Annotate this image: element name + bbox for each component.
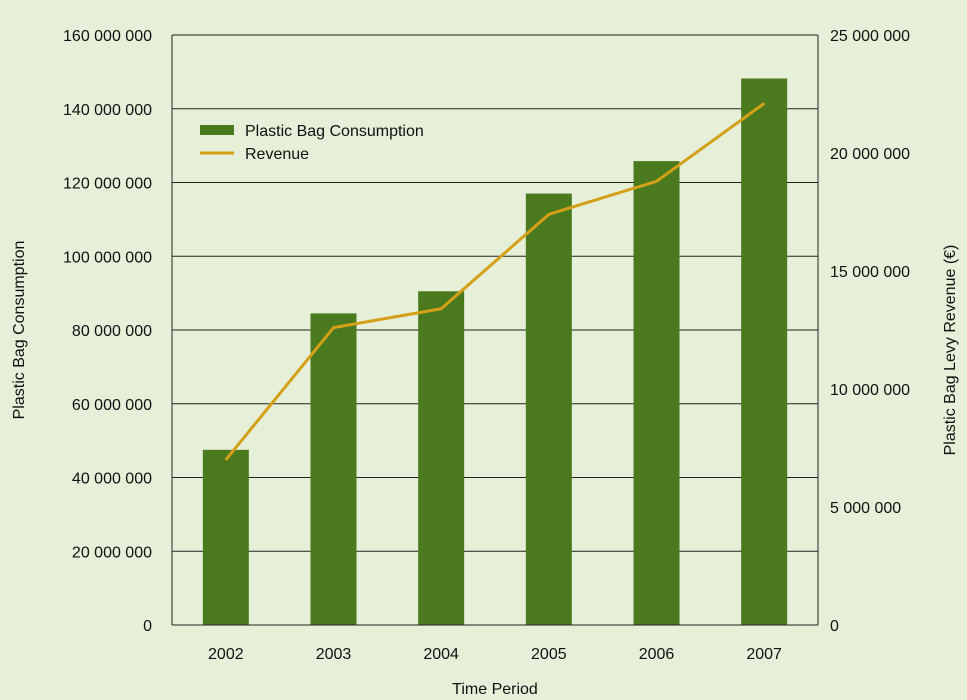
- x-tick-label: 2006: [639, 646, 675, 663]
- y2-tick-label: 0: [830, 618, 839, 635]
- bar-2006: [633, 161, 680, 626]
- y-tick-label: 0: [143, 618, 152, 635]
- legend: Plastic Bag Consumption Revenue: [200, 123, 424, 163]
- legend-label-revenue: Revenue: [245, 146, 309, 163]
- y-tick-label: 20 000 000: [72, 544, 152, 561]
- legend-label-consumption: Plastic Bag Consumption: [245, 123, 424, 140]
- y2-tick-label: 15 000 000: [830, 264, 910, 281]
- bar-2003: [310, 313, 357, 625]
- bars: [202, 78, 788, 626]
- revenue-line-group: [224, 102, 766, 461]
- revenue-point-2003: [333, 327, 334, 329]
- y2-tick-label: 20 000 000: [830, 146, 910, 163]
- x-tick-label: 2007: [746, 646, 782, 663]
- x-tick-label: 2003: [316, 646, 352, 663]
- revenue-point-2005: [548, 213, 550, 215]
- x-tick-label: 2005: [531, 646, 567, 663]
- y-axis-title: Plastic Bag Consumption: [11, 241, 28, 420]
- y-tick-label: 120 000 000: [63, 176, 152, 193]
- revenue-line: [224, 102, 766, 461]
- revenue-point-2004: [440, 308, 442, 310]
- x-tick-label: 2004: [423, 646, 459, 663]
- legend-swatch-consumption: [200, 125, 234, 135]
- axes: 0 20 000 000 40 000 000 60 000 000 80 000 00…: [63, 28, 910, 663]
- revenue-point-2007: [763, 102, 765, 104]
- revenue-point-2002: [225, 459, 227, 461]
- y-tick-label: 140 000 000: [63, 102, 152, 119]
- y-tick-label: 160 000 000: [63, 28, 152, 45]
- y2-tick-label: 10 000 000: [830, 382, 910, 399]
- y2-tick-label: 5 000 000: [830, 500, 901, 517]
- bar-2005: [525, 193, 572, 625]
- y-tick-label: 80 000 000: [72, 323, 152, 340]
- y-tick-label: 40 000 000: [72, 471, 152, 488]
- y-tick-label: 100 000 000: [63, 249, 152, 266]
- bar-2004: [418, 291, 465, 625]
- y2-axis-title: Plastic Bag Levy Revenue (€): [942, 245, 959, 456]
- y2-tick-label: 25 000 000: [830, 28, 910, 45]
- x-axis-title: Time Period: [452, 681, 538, 698]
- bar-2002: [202, 449, 249, 625]
- revenue-point-2006: [656, 180, 657, 182]
- bar-2007: [741, 78, 788, 625]
- x-tick-label: 2002: [208, 646, 244, 663]
- y-tick-label: 60 000 000: [72, 397, 152, 414]
